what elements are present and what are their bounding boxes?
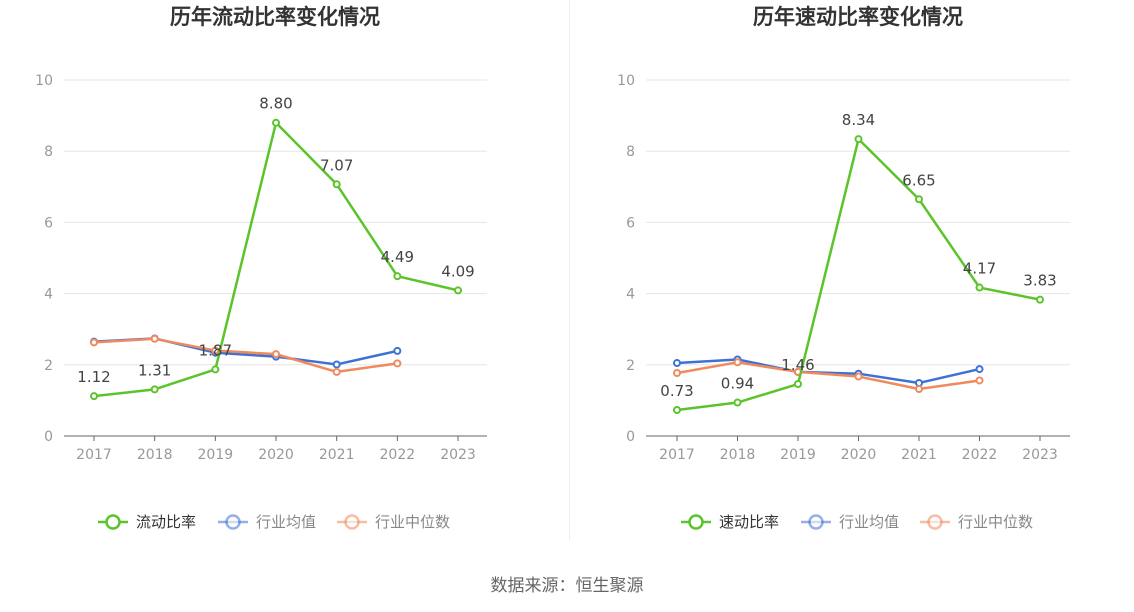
data-source-note: 数据来源：恒生聚源 <box>490 576 644 596</box>
data-point <box>975 283 984 292</box>
y-tick-label: 8 <box>626 144 635 160</box>
y-tick-label: 6 <box>626 215 635 231</box>
data-point <box>794 380 802 389</box>
legend-marker <box>808 514 824 530</box>
legend-marker <box>688 514 704 530</box>
data-point <box>393 272 402 281</box>
x-tick-label: 2021 <box>901 447 937 463</box>
data-label: 4.17 <box>963 260 996 278</box>
chart-title: 历年流动比率变化情况 <box>170 5 380 29</box>
chart-title: 历年速动比率变化情况 <box>753 5 963 29</box>
y-tick-label: 8 <box>44 144 53 160</box>
data-point <box>854 135 863 144</box>
series-line-2 <box>93 337 398 374</box>
data-point <box>975 376 984 385</box>
data-point <box>733 358 742 367</box>
legend-marker <box>927 514 943 530</box>
data-point <box>975 365 984 374</box>
y-tick-label: 2 <box>44 358 53 374</box>
legend-label: 行业均值 <box>256 513 316 531</box>
chart-0: 历年流动比率变化情况 0 2 4 6 8 10 2017 2018 2019 2020 2021 202… <box>35 5 487 531</box>
data-label: 8.34 <box>842 111 875 129</box>
data-point <box>150 385 159 394</box>
data-point <box>393 359 402 368</box>
x-tick-label: 2017 <box>659 447 695 463</box>
y-tick-label: 0 <box>44 429 53 445</box>
series-line-2 <box>676 361 980 391</box>
data-label: 1.87 <box>199 341 232 359</box>
data-label: 0.94 <box>721 375 754 393</box>
x-tick-label: 2020 <box>258 447 294 463</box>
x-tick-label: 2018 <box>137 447 173 463</box>
data-label: 3.83 <box>1023 272 1056 290</box>
legend-marker <box>344 514 360 530</box>
data-point <box>1036 295 1044 304</box>
x-tick-label: 2019 <box>198 447 234 463</box>
data-point <box>332 180 341 189</box>
data-point <box>673 406 681 415</box>
data-point <box>272 118 281 127</box>
legend-marker <box>225 514 241 530</box>
y-tick-label: 6 <box>44 215 53 231</box>
x-tick-label: 2022 <box>962 447 998 463</box>
data-point <box>150 334 159 343</box>
legend-label: 行业中位数 <box>958 513 1033 531</box>
data-label: 8.80 <box>259 95 292 113</box>
data-label: 6.65 <box>902 171 935 189</box>
data-point <box>393 346 402 355</box>
legend-label: 流动比率 <box>136 513 196 531</box>
chart-divider <box>569 0 570 540</box>
data-label: 1.31 <box>138 361 171 379</box>
data-point <box>332 360 341 369</box>
data-point <box>332 367 341 376</box>
data-label: 4.49 <box>381 248 414 266</box>
y-tick-label: 2 <box>626 358 635 374</box>
data-point <box>272 350 281 359</box>
data-label: 1.46 <box>781 356 814 374</box>
series-line-1 <box>676 358 980 385</box>
chart-1: 历年速动比率变化情况 0 2 4 6 8 10 2017 2018 2019 2020 2021 202… <box>617 5 1070 531</box>
data-point <box>673 359 681 368</box>
x-tick-label: 2018 <box>720 447 756 463</box>
legend-label: 速动比率 <box>719 513 779 531</box>
data-point <box>454 286 463 295</box>
y-tick-label: 0 <box>626 429 635 445</box>
data-label: 1.12 <box>77 368 110 386</box>
x-tick-label: 2022 <box>380 447 416 463</box>
data-point <box>854 372 863 381</box>
data-label: 7.07 <box>320 156 353 174</box>
data-point <box>673 368 681 377</box>
data-point <box>211 365 220 374</box>
x-tick-label: 2021 <box>319 447 355 463</box>
data-point <box>733 398 742 407</box>
y-tick-label: 10 <box>617 73 635 89</box>
x-tick-label: 2023 <box>440 447 476 463</box>
x-tick-label: 2020 <box>841 447 877 463</box>
data-label: 4.09 <box>441 262 474 280</box>
data-point <box>915 195 923 204</box>
y-tick-label: 4 <box>44 287 53 303</box>
y-tick-label: 10 <box>35 73 53 89</box>
x-tick-label: 2017 <box>76 447 112 463</box>
x-tick-label: 2023 <box>1022 447 1058 463</box>
x-tick-label: 2019 <box>780 447 816 463</box>
data-point <box>915 385 923 394</box>
legend-marker <box>105 514 121 530</box>
legend-label: 行业均值 <box>839 513 899 531</box>
data-point <box>90 338 98 347</box>
data-point <box>90 392 98 401</box>
data-label: 0.73 <box>660 382 693 400</box>
legend-label: 行业中位数 <box>375 513 450 531</box>
data-point <box>211 346 220 355</box>
y-tick-label: 4 <box>626 287 635 303</box>
